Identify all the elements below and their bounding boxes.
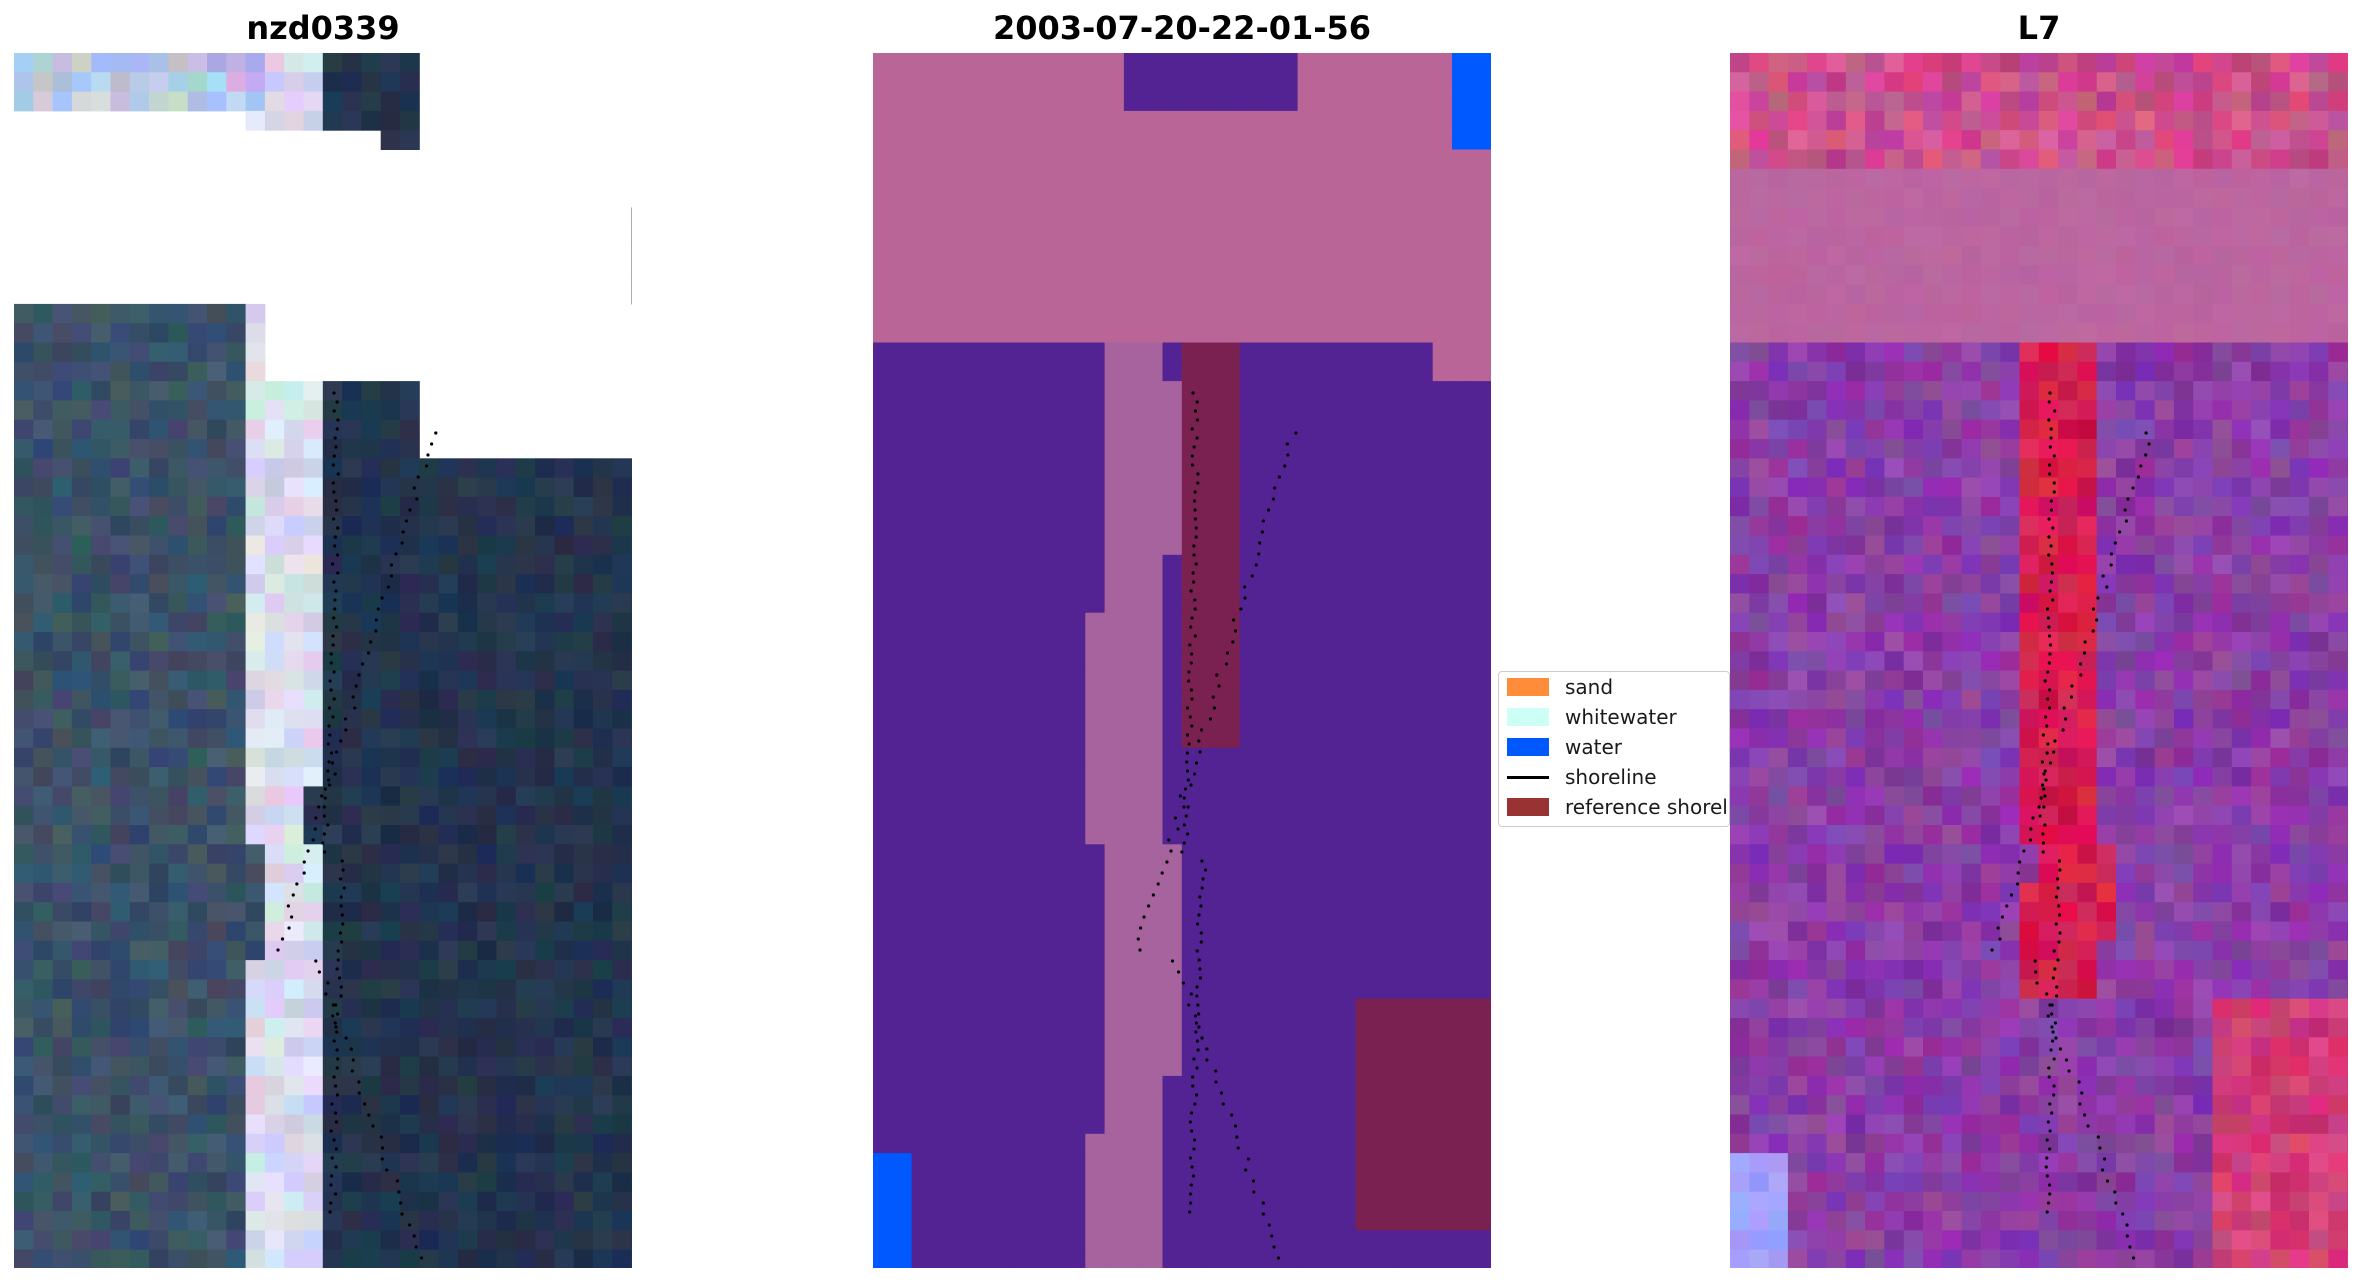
legend-swatch-sand (1507, 678, 1549, 696)
legend-label-sand: sand (1565, 675, 1614, 699)
shoreline-points (1990, 391, 2151, 1260)
legend-item-whitewater: whitewater (1507, 704, 1677, 730)
panel-title-classified: 2003-07-20-22-01-56 (992, 9, 1372, 47)
legend-item-shoreline: shoreline (1507, 764, 1657, 790)
legend-swatch-whitewater (1507, 708, 1549, 726)
panel-title-rgb: nzd0339 (246, 9, 400, 47)
panel-title-index: L7 (2017, 9, 2061, 47)
rgb-image-panel (14, 53, 632, 1268)
legend-swatch-water (1507, 738, 1549, 756)
legend-item-sand: sand (1507, 674, 1613, 700)
shoreline-points (276, 391, 438, 1260)
legend-item-reference-shoreline: reference shoreline (1507, 794, 1729, 820)
index-image-panel (1730, 53, 2348, 1268)
legend-label-shoreline: shoreline (1565, 765, 1657, 789)
legend-swatch-reference-shoreline (1507, 798, 1549, 816)
legend-item-water: water (1507, 734, 1622, 760)
legend-label-whitewater: whitewater (1565, 705, 1677, 729)
classified-image-panel (873, 53, 1491, 1268)
legend-line-shoreline (1507, 775, 1549, 779)
legend-label-reference-shoreline: reference shoreline (1565, 795, 1729, 819)
shoreline-points (1136, 391, 1298, 1260)
legend-label-water: water (1565, 735, 1622, 759)
legend: sand whitewater water shoreline referenc… (1498, 671, 1730, 827)
